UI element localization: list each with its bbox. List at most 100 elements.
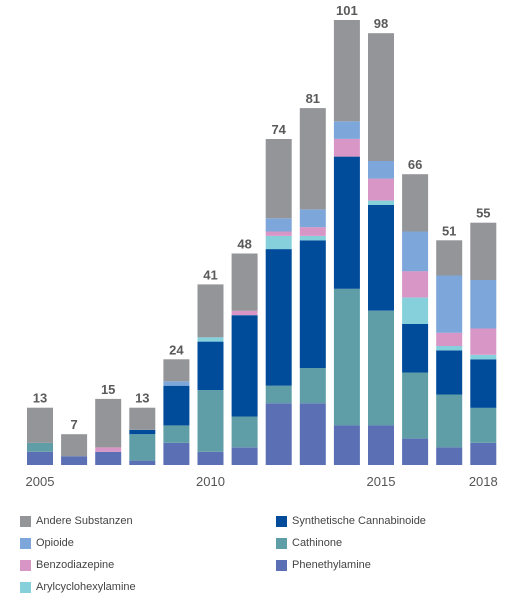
legend-label: Arylcyclohexylamine [36,581,136,593]
bar-segment-2016-arylcyclohexylamine [402,297,429,324]
legend-label: Benzodiazepine [36,559,115,571]
bar-segment-2012-phenethylamine [265,403,292,465]
bar-segment-2015-arylcyclohexylamine [368,200,394,205]
total-labels-group: 13 7 15 13 24 41 48 74 81 101 98 66 51 55 [33,3,491,432]
x-tick-label-2010: 2010 [196,474,225,489]
bar-segment-2013-andere-substanzen [299,108,326,210]
bar-segment-2018-andere-substanzen [470,222,497,280]
bar-segment-2006-andere-substanzen [61,434,88,457]
bar-segment-2009-cathinone [163,425,190,443]
legend-item-synthetische-cannabinoide: Synthetische Cannabinoide [276,512,426,530]
bar-segment-2011-synthetische-cannabinoide [231,315,258,417]
bar-segment-2014-andere-substanzen [333,20,360,122]
bar-segment-2015-phenethylamine [368,425,394,465]
legend-swatch [20,537,31,549]
bars-group [27,20,497,465]
bar-segment-2005-andere-substanzen [27,407,53,443]
bar-segment-2008-phenethylamine [129,460,156,465]
bar-segment-2012-cathinone [265,385,292,404]
total-label-2015: 98 [374,16,388,31]
legend-swatch [20,559,31,571]
bar-segment-2016-benzodiazepine [402,271,429,298]
bar-segment-2011-andere-substanzen [231,253,258,311]
bar-segment-2016-opioide [402,231,429,272]
bar-segment-2018-synthetische-cannabinoide [470,359,497,408]
bar-segment-2012-andere-substanzen [265,139,292,219]
bar-segment-2013-cathinone [299,368,326,404]
bar-segment-2009-opioide [163,381,190,386]
legend-swatch [20,581,31,593]
bar-segment-2010-synthetische-cannabinoide [197,341,224,391]
bar-segment-2014-cathinone [333,288,360,426]
bar-segment-2014-benzodiazepine [333,139,360,157]
total-label-2006: 7 [70,417,77,432]
total-label-2007: 15 [101,382,115,397]
total-label-2013: 81 [306,91,320,106]
bar-segment-2012-synthetische-cannabinoide [265,249,292,386]
bar-segment-2013-arylcyclohexylamine [299,235,326,241]
bar-segment-2016-synthetische-cannabinoide [402,324,429,373]
bar-segment-2015-cathinone [368,310,394,426]
bar-segment-2012-arylcyclohexylamine [265,235,292,250]
x-tick-labels-group: 2005 2010 2015 2018 [26,474,498,489]
bar-segment-2007-phenethylamine [95,451,122,465]
total-label-2014: 101 [336,3,358,18]
bar-segment-2009-andere-substanzen [163,359,190,382]
legend-label: Andere Substanzen [36,515,133,527]
bar-segment-2014-synthetische-cannabinoide [333,156,360,289]
bar-segment-2015-andere-substanzen [368,33,394,162]
bar-segment-2010-andere-substanzen [197,284,224,338]
bar-segment-2013-opioide [299,209,326,228]
bar-segment-2016-phenethylamine [402,438,429,465]
legend-label: Cathinone [292,537,343,549]
bar-segment-2017-phenethylamine [436,447,463,465]
bar-segment-2012-opioide [265,218,292,232]
bar-segment-2013-synthetische-cannabinoide [299,240,326,369]
bar-segment-2012-benzodiazepine [265,231,292,236]
bar-segment-2015-benzodiazepine [368,178,394,201]
legend-item-benzodiazepine: Benzodiazepine [20,556,114,574]
bar-segment-2016-andere-substanzen [402,174,429,232]
bar-segment-2006-phenethylamine [61,456,88,465]
legend-label: Opioide [36,537,74,549]
bar-segment-2017-benzodiazepine [436,332,463,346]
bar-segment-2011-cathinone [231,416,258,448]
bar-segment-2007-benzodiazepine [95,447,122,452]
legend-item-arylcyclohexylamine: Arylcyclohexylamine [20,578,136,596]
legend-swatch [276,537,287,549]
legend: Andere Substanzen Synthetische Cannabinoi… [20,512,500,602]
x-tick-label-2018: 2018 [469,474,498,489]
legend-swatch [276,515,287,527]
bar-segment-2014-phenethylamine [333,425,360,465]
bar-segment-2017-synthetische-cannabinoide [436,350,463,395]
bar-segment-2017-arylcyclohexylamine [436,346,463,351]
bar-segment-2010-cathinone [197,390,224,452]
bar-segment-2017-cathinone [436,394,463,448]
bar-segment-2009-synthetische-cannabinoide [163,385,190,426]
total-label-2018: 55 [476,206,490,221]
bar-segment-2009-phenethylamine [163,443,190,465]
bar-segment-2018-arylcyclohexylamine [470,354,497,360]
legend-item-cathinone: Cathinone [276,534,342,552]
bar-segment-2018-phenethylamine [470,443,497,465]
bar-segment-2011-phenethylamine [231,447,258,465]
legend-item-andere-substanzen: Andere Substanzen [20,512,133,530]
legend-label: Phenethylamine [292,559,371,571]
bar-segment-2013-phenethylamine [299,403,326,465]
legend-label: Synthetische Cannabinoide [292,515,426,527]
total-label-2017: 51 [442,223,456,238]
x-tick-label-2005: 2005 [26,474,55,489]
bar-segment-2011-benzodiazepine [231,310,258,316]
bar-segment-2010-phenethylamine [197,451,224,465]
bar-segment-2018-opioide [470,280,497,329]
total-label-2009: 24 [169,342,184,357]
legend-swatch [20,515,31,527]
bar-segment-2005-phenethylamine [27,451,53,465]
bar-segment-2014-opioide [333,121,360,139]
bar-segment-2007-andere-substanzen [95,398,122,448]
bar-segment-2005-cathinone [27,443,53,452]
bar-segment-2018-cathinone [470,407,497,443]
legend-swatch [276,559,287,571]
bar-segment-2016-cathinone [402,372,429,439]
total-label-2005: 13 [33,391,47,406]
